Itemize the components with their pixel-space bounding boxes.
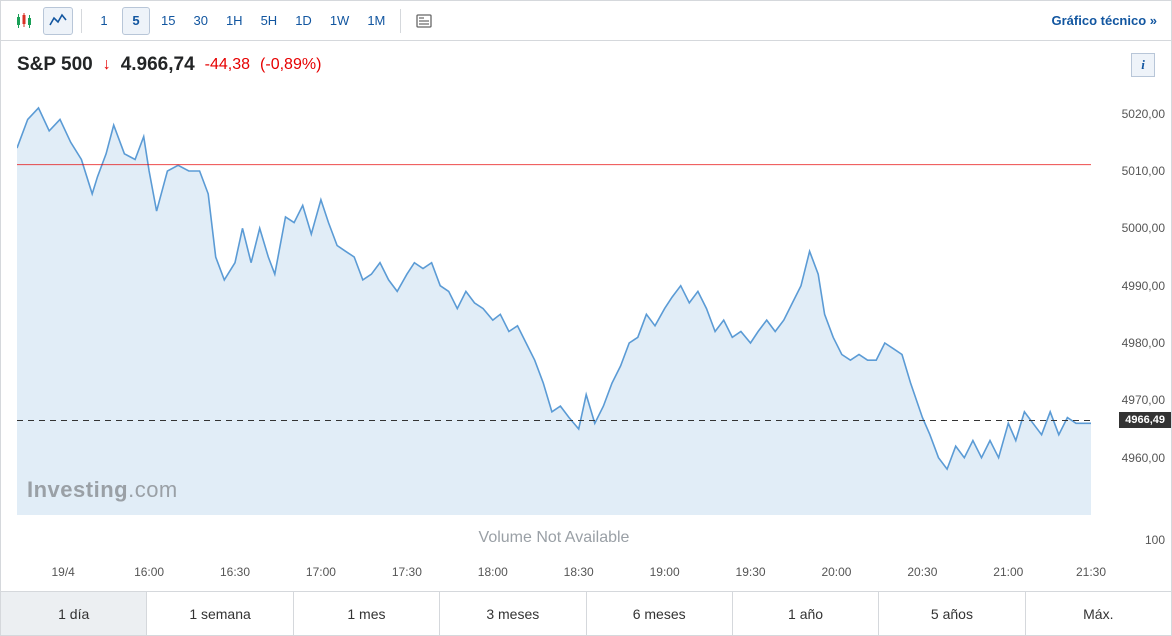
chart-toolbar: 1515301H5H1D1W1M Gráfico técnico: [1, 1, 1171, 41]
x-tick: 21:30: [1076, 565, 1106, 579]
x-tick: 19:00: [650, 565, 680, 579]
line-chart-icon[interactable]: [43, 7, 73, 35]
candles-icon[interactable]: [9, 7, 39, 35]
news-icon[interactable]: [409, 7, 439, 35]
x-tick: 16:00: [134, 565, 164, 579]
range-selector: 1 día1 semana1 mes3 meses6 meses1 año5 a…: [1, 591, 1171, 635]
chart-header: S&P 500 ↓ 4.966,74 -44,38 (-0,89%) i: [1, 41, 1171, 85]
range-tab[interactable]: 1 día: [1, 592, 147, 635]
interval-30[interactable]: 30: [186, 7, 214, 35]
range-tab[interactable]: 1 año: [733, 592, 879, 635]
price-chart[interactable]: Investing.com Volume Not Available: [17, 85, 1091, 559]
change-absolute: -44,38: [205, 56, 250, 74]
y-axis: 100 5020,00 5010,00 5000,00 4990,00 4980,00 4…: [1091, 85, 1171, 559]
last-price: 4.966,74: [121, 54, 195, 76]
info-button[interactable]: i: [1131, 53, 1155, 77]
range-tab[interactable]: Máx.: [1026, 592, 1171, 635]
x-tick: 20:00: [821, 565, 851, 579]
interval-1W[interactable]: 1W: [323, 7, 357, 35]
x-tick: 17:30: [392, 565, 422, 579]
volume-y-tick: 100: [1145, 533, 1165, 547]
interval-1H[interactable]: 1H: [219, 7, 250, 35]
technical-chart-link[interactable]: Gráfico técnico: [1046, 13, 1163, 28]
x-tick: 16:30: [220, 565, 250, 579]
interval-1D[interactable]: 1D: [288, 7, 319, 35]
range-tab[interactable]: 3 meses: [440, 592, 586, 635]
range-tab[interactable]: 6 meses: [587, 592, 733, 635]
range-tab[interactable]: 5 años: [879, 592, 1025, 635]
interval-5[interactable]: 5: [122, 7, 150, 35]
interval-1M[interactable]: 1M: [360, 7, 392, 35]
x-tick: 21:00: [993, 565, 1023, 579]
x-tick: 18:30: [564, 565, 594, 579]
range-tab[interactable]: 1 semana: [147, 592, 293, 635]
x-tick: 19/4: [51, 565, 74, 579]
interval-15[interactable]: 15: [154, 7, 182, 35]
y-tick: 5020,00: [1122, 107, 1165, 121]
symbol-name: S&P 500: [17, 54, 93, 76]
x-axis: 19/4 16:00 16:30 17:00 17:30 18:00 18:30 19:00 1…: [1, 559, 1171, 591]
chart-widget: 1515301H5H1D1W1M Gráfico técnico S&P 500…: [0, 0, 1172, 636]
x-tick: 18:00: [478, 565, 508, 579]
toolbar-divider: [400, 9, 401, 33]
change-percent: (-0,89%): [260, 56, 321, 74]
y-tick: 5000,00: [1122, 221, 1165, 235]
arrow-down-icon: ↓: [103, 56, 111, 74]
interval-5H[interactable]: 5H: [254, 7, 285, 35]
chart-body: Investing.com Volume Not Available 100 5…: [1, 85, 1171, 559]
interval-1[interactable]: 1: [90, 7, 118, 35]
x-tick: 17:00: [306, 565, 336, 579]
y-tick: 4980,00: [1122, 336, 1165, 350]
y-tick: 4970,00: [1122, 393, 1165, 407]
x-tick: 20:30: [907, 565, 937, 579]
y-tick: 4990,00: [1122, 279, 1165, 293]
y-tick: 4960,00: [1122, 451, 1165, 465]
x-tick: 19:30: [736, 565, 766, 579]
range-tab[interactable]: 1 mes: [294, 592, 440, 635]
toolbar-divider: [81, 9, 82, 33]
y-tick: 5010,00: [1122, 164, 1165, 178]
current-price-marker: 4966,49: [1119, 412, 1171, 428]
